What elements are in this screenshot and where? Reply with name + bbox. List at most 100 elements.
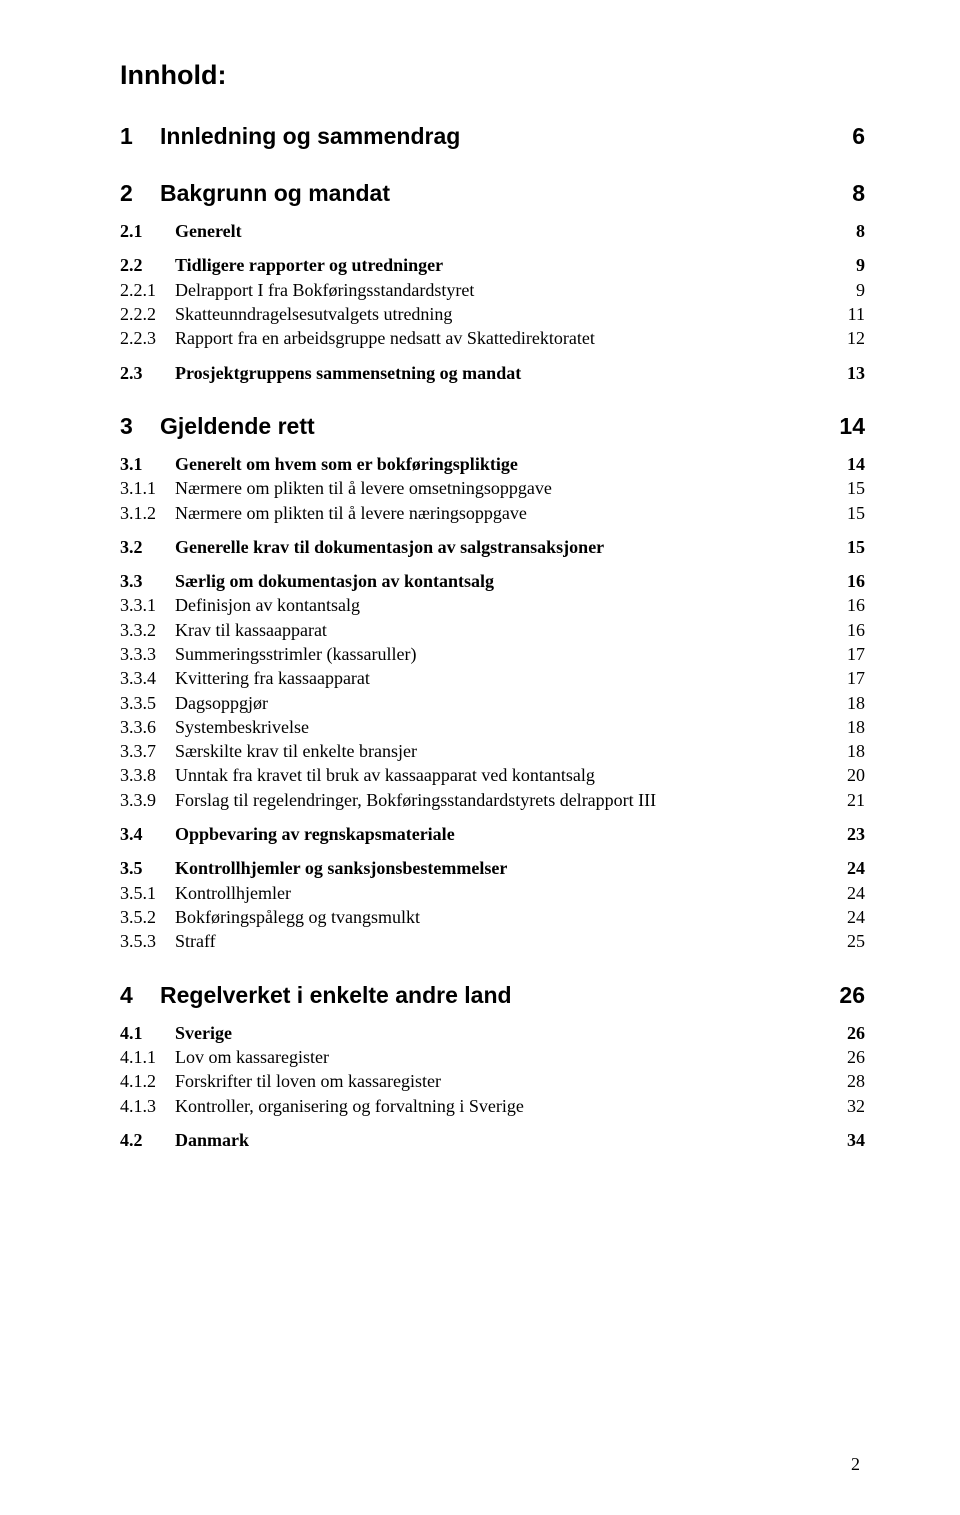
toc-entry-page: 23 bbox=[847, 822, 865, 846]
toc-entry-page: 18 bbox=[847, 715, 865, 739]
toc-entry-page: 15 bbox=[847, 476, 865, 500]
toc-entry: 4Regelverket i enkelte andre land26 bbox=[120, 980, 865, 1011]
toc-entry-page: 26 bbox=[839, 980, 865, 1011]
toc-entry-label: Innledning og sammendrag bbox=[160, 121, 460, 152]
toc-entry-page: 8 bbox=[852, 178, 865, 209]
toc-entry-number: 3.3.4 bbox=[120, 666, 175, 690]
toc-entry-page: 26 bbox=[847, 1045, 865, 1069]
toc-entry-label: Delrapport I fra Bokføringsstandardstyre… bbox=[175, 278, 474, 302]
toc-entry: 1Innledning og sammendrag6 bbox=[120, 121, 865, 152]
toc-entry-number: 2 bbox=[120, 178, 160, 209]
toc-entry: 3.3.9Forslag til regelendringer, Bokføri… bbox=[120, 788, 865, 812]
toc-entry: 4.1.2Forskrifter til loven om kassaregis… bbox=[120, 1069, 865, 1093]
toc-entry-page: 14 bbox=[847, 452, 865, 476]
toc-entry-page: 17 bbox=[847, 666, 865, 690]
toc-entry: 3.3.8Unntak fra kravet til bruk av kassa… bbox=[120, 763, 865, 787]
page-number: 2 bbox=[851, 1454, 860, 1475]
page-title: Innhold: bbox=[120, 60, 865, 91]
toc-entry-number: 4.1.3 bbox=[120, 1094, 175, 1118]
toc-entry-number: 3.3.6 bbox=[120, 715, 175, 739]
toc-entry-number: 3.2 bbox=[120, 535, 175, 559]
toc-entry: 3.1.1Nærmere om plikten til å levere oms… bbox=[120, 476, 865, 500]
toc-entry-page: 26 bbox=[847, 1021, 865, 1045]
toc-entry-label: Nærmere om plikten til å levere omsetnin… bbox=[175, 476, 552, 500]
toc-entry-number: 2.2.1 bbox=[120, 278, 175, 302]
toc-entry-label: Sverige bbox=[175, 1021, 232, 1045]
toc-entry-number: 3.5.2 bbox=[120, 905, 175, 929]
toc-entry: 3Gjeldende rett14 bbox=[120, 411, 865, 442]
toc-entry-page: 24 bbox=[847, 856, 865, 880]
toc-entry-label: Generelt om hvem som er bokføringsplikti… bbox=[175, 452, 518, 476]
toc-entry-label: Generelle krav til dokumentasjon av salg… bbox=[175, 535, 604, 559]
toc-entry: 3.5Kontrollhjemler og sanksjonsbestemmel… bbox=[120, 856, 865, 880]
toc-entry: 3.4Oppbevaring av regnskapsmateriale 23 bbox=[120, 822, 865, 846]
toc-entry-label: Særskilte krav til enkelte bransjer bbox=[175, 739, 417, 763]
toc-entry-label: Tidligere rapporter og utredninger bbox=[175, 253, 443, 277]
toc-entry-number: 3.3.2 bbox=[120, 618, 175, 642]
toc-entry-label: Særlig om dokumentasjon av kontantsalg bbox=[175, 569, 494, 593]
toc-entry-label: Systembeskrivelse bbox=[175, 715, 309, 739]
toc-entry-label: Dagsoppgjør bbox=[175, 691, 268, 715]
toc-entry-number: 3 bbox=[120, 411, 160, 442]
toc-entry-number: 2.1 bbox=[120, 219, 175, 243]
toc-entry-number: 2.3 bbox=[120, 361, 175, 385]
toc-entry-page: 16 bbox=[847, 569, 865, 593]
toc-entry-page: 15 bbox=[847, 535, 865, 559]
toc-entry-label: Summeringsstrimler (kassaruller) bbox=[175, 642, 416, 666]
toc-entry-page: 20 bbox=[847, 763, 865, 787]
toc-entry-page: 18 bbox=[847, 691, 865, 715]
toc-entry: 3.3.7Særskilte krav til enkelte bransjer… bbox=[120, 739, 865, 763]
toc-entry-page: 24 bbox=[847, 881, 865, 905]
toc-entry-label: Forslag til regelendringer, Bokføringsst… bbox=[175, 788, 656, 812]
toc-entry-page: 34 bbox=[847, 1128, 865, 1152]
toc-entry-label: Kontroller, organisering og forvaltning … bbox=[175, 1094, 524, 1118]
toc-entry-label: Generelt bbox=[175, 219, 242, 243]
toc-entry-label: Kontrollhjemler og sanksjonsbestemmelser bbox=[175, 856, 507, 880]
toc-entry-number: 3.3.8 bbox=[120, 763, 175, 787]
toc-entry-number: 3.3.5 bbox=[120, 691, 175, 715]
toc-entry-page: 21 bbox=[847, 788, 865, 812]
toc-entry-page: 14 bbox=[839, 411, 865, 442]
toc-entry: 3.3.5Dagsoppgjør 18 bbox=[120, 691, 865, 715]
toc-entry-page: 16 bbox=[847, 593, 865, 617]
toc-entry-page: 6 bbox=[852, 121, 865, 152]
toc-entry-page: 16 bbox=[847, 618, 865, 642]
toc-entry: 3.1.2Nærmere om plikten til å levere nær… bbox=[120, 501, 865, 525]
toc-entry-label: Prosjektgruppens sammensetning og mandat bbox=[175, 361, 521, 385]
toc-entry-number: 3.5.1 bbox=[120, 881, 175, 905]
toc-entry-number: 4.1 bbox=[120, 1021, 175, 1045]
toc-entry-label: Forskrifter til loven om kassaregister bbox=[175, 1069, 441, 1093]
toc-entry-page: 28 bbox=[847, 1069, 865, 1093]
toc-entry: 3.5.3Straff25 bbox=[120, 929, 865, 953]
toc-entry: 2.2Tidligere rapporter og utredninger9 bbox=[120, 253, 865, 277]
toc-entry: 2.1Generelt8 bbox=[120, 219, 865, 243]
toc-entry-number: 4.2 bbox=[120, 1128, 175, 1152]
toc-entry-label: Kvittering fra kassaapparat bbox=[175, 666, 370, 690]
toc-entry-number: 3.3.9 bbox=[120, 788, 175, 812]
toc-entry-number: 2.2.2 bbox=[120, 302, 175, 326]
toc-entry-page: 32 bbox=[847, 1094, 865, 1118]
toc-entry: 3.3Særlig om dokumentasjon av kontantsal… bbox=[120, 569, 865, 593]
toc-entry: 4.1Sverige 26 bbox=[120, 1021, 865, 1045]
toc-entry-page: 12 bbox=[847, 326, 865, 350]
toc-entry-page: 17 bbox=[847, 642, 865, 666]
toc-entry-number: 3.4 bbox=[120, 822, 175, 846]
toc-entry-label: Nærmere om plikten til å levere næringso… bbox=[175, 501, 527, 525]
toc-entry-page: 24 bbox=[847, 905, 865, 929]
toc-entry: 3.5.2Bokføringspålegg og tvangsmulkt24 bbox=[120, 905, 865, 929]
toc-entry-number: 4.1.1 bbox=[120, 1045, 175, 1069]
toc-entry: 3.1Generelt om hvem som er bokføringspli… bbox=[120, 452, 865, 476]
toc-entry-number: 3.5.3 bbox=[120, 929, 175, 953]
toc-entry-label: Danmark bbox=[175, 1128, 249, 1152]
toc-entry-label: Rapport fra en arbeidsgruppe nedsatt av … bbox=[175, 326, 595, 350]
document-page: Innhold: 1Innledning og sammendrag62Bakg… bbox=[0, 0, 960, 1515]
toc-entry-number: 4 bbox=[120, 980, 160, 1011]
toc-entry: 3.5.1Kontrollhjemler 24 bbox=[120, 881, 865, 905]
toc-entry-label: Oppbevaring av regnskapsmateriale bbox=[175, 822, 455, 846]
toc-entry-label: Lov om kassaregister bbox=[175, 1045, 329, 1069]
toc-entry-number: 3.5 bbox=[120, 856, 175, 880]
toc-entry-label: Kontrollhjemler bbox=[175, 881, 291, 905]
toc-entry: 2.2.2Skatteunndragelsesutvalgets utredni… bbox=[120, 302, 865, 326]
toc-entry: 3.2Generelle krav til dokumentasjon av s… bbox=[120, 535, 865, 559]
toc-entry: 3.3.2Krav til kassaapparat16 bbox=[120, 618, 865, 642]
